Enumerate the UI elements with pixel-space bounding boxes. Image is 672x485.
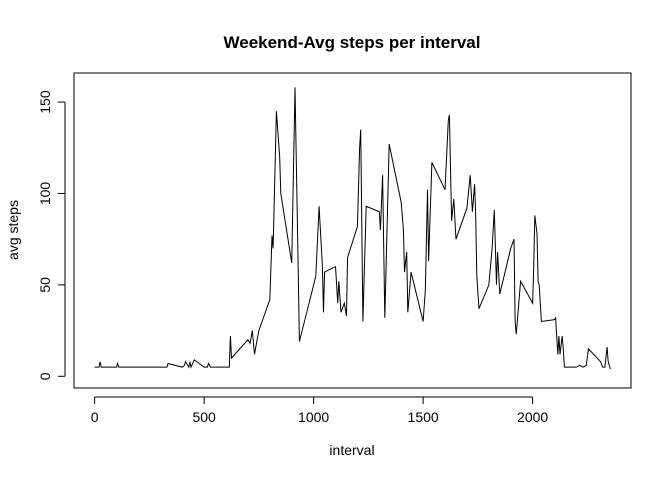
- y-tick-label: 100: [37, 182, 53, 206]
- x-tick-label: 1500: [408, 409, 439, 425]
- y-tick-label: 50: [37, 277, 53, 293]
- y-axis-label: avg steps: [5, 200, 21, 260]
- y-tick-label: 0: [37, 372, 53, 380]
- x-tick-label: 1000: [298, 409, 329, 425]
- x-tick-label: 2000: [517, 409, 548, 425]
- x-tick-label: 0: [91, 409, 99, 425]
- plot-box: [73, 72, 632, 389]
- chart-title: Weekend-Avg steps per interval: [224, 33, 481, 52]
- x-tick-label: 500: [192, 409, 216, 425]
- data-line: [94, 87, 611, 370]
- y-tick-label: 150: [37, 90, 53, 114]
- x-axis-label: interval: [329, 442, 374, 458]
